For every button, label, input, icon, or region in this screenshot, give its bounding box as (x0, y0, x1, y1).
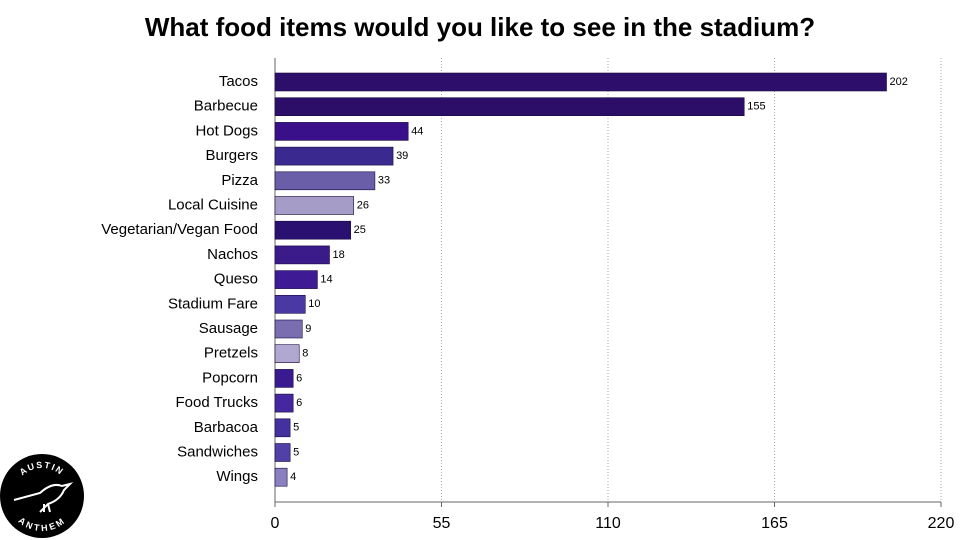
bar (274, 393, 294, 413)
x-tick-label: 220 (928, 515, 955, 532)
y-tick-label: Food Trucks (175, 394, 258, 411)
bar (274, 97, 745, 116)
y-tick-label: Barbecue (194, 98, 258, 115)
value-label: 39 (396, 150, 408, 162)
y-tick-label: Local Cuisine (168, 196, 258, 213)
y-tick-label: Pizza (221, 172, 258, 189)
value-label: 18 (332, 249, 344, 261)
bar (274, 344, 300, 364)
chart-title: What food items would you like to see in… (145, 12, 815, 42)
bar (274, 294, 306, 314)
y-tick-label: Vegetarian/Vegan Food (101, 221, 258, 238)
value-label: 6 (296, 372, 302, 384)
y-tick-label: Sausage (199, 320, 258, 337)
value-label: 4 (290, 471, 296, 483)
y-tick-label: Pretzels (204, 345, 258, 362)
y-tick-label: Stadium Fare (168, 295, 258, 312)
value-label: 5 (293, 422, 299, 434)
bar (274, 146, 394, 166)
bar (274, 319, 303, 339)
y-tick-label: Burgers (205, 147, 258, 164)
y-tick-label: Popcorn (202, 369, 258, 386)
bar (274, 369, 294, 388)
bar (274, 467, 288, 487)
y-tick-label: Wings (216, 468, 258, 485)
value-label: 33 (378, 175, 390, 187)
x-tick-label: 165 (761, 515, 788, 532)
y-tick-label: Queso (214, 271, 258, 288)
value-label: 6 (296, 397, 302, 409)
bar (274, 72, 887, 92)
value-label: 155 (747, 101, 765, 113)
value-label: 26 (357, 199, 369, 211)
bar (274, 122, 409, 141)
x-tick-label: 55 (433, 515, 451, 532)
x-tick-label: 0 (271, 515, 280, 532)
value-label: 44 (411, 125, 423, 137)
value-label: 8 (302, 348, 308, 360)
y-tick-label: Tacos (219, 73, 258, 90)
value-label: 5 (293, 446, 299, 458)
bar (274, 270, 318, 289)
y-tick-label: Hot Dogs (195, 122, 258, 139)
logo: AUSTIN ANTHEM (0, 454, 84, 538)
bar (274, 171, 376, 191)
y-tick-label: Nachos (207, 246, 258, 263)
value-label: 14 (320, 274, 332, 286)
x-tick-label: 110 (595, 515, 621, 532)
y-tick-label: Barbacoa (194, 419, 259, 436)
bar (274, 220, 351, 240)
value-label: 10 (308, 298, 320, 310)
bar (274, 196, 355, 215)
value-label: 202 (890, 76, 908, 88)
logo-badge (0, 454, 84, 538)
bar (274, 443, 291, 462)
bar (274, 418, 291, 438)
value-label: 9 (305, 323, 311, 335)
y-tick-label: Sandwiches (177, 443, 258, 460)
bar (274, 245, 330, 265)
value-label: 25 (354, 224, 366, 236)
logo-bird (13, 482, 74, 513)
